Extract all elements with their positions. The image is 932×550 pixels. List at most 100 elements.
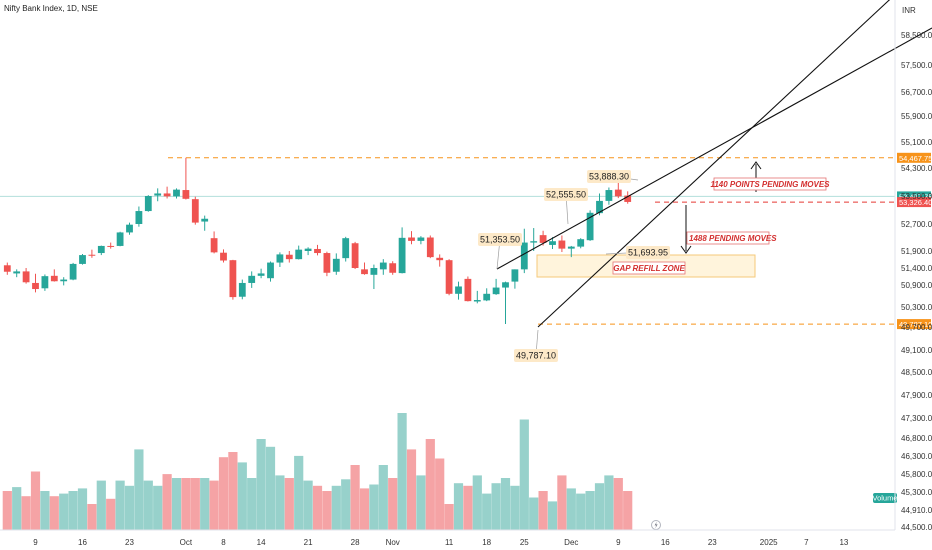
volume-bar [594,483,605,530]
candle-body [220,252,227,261]
volume-bar [209,480,219,530]
candle-body [624,195,632,202]
candle-body [596,200,603,214]
pending-down-box [686,231,770,245]
candle-body [126,224,133,233]
volume-bar [12,487,22,530]
volume-bar [444,504,454,530]
candle-body [3,265,11,272]
candle-body [614,189,622,197]
candle-body [163,193,171,197]
candle-body [567,246,575,249]
time-tick-label: 16 [661,538,670,547]
gap-zone-label: GAP REFILL ZONE [613,264,685,273]
candle-body [135,211,143,224]
volume-bar [359,488,370,530]
volume-layer: Volume [2,413,898,530]
candle-body [97,245,105,254]
volume-bar [519,419,529,530]
volume-bar [538,491,548,530]
candle-body [351,243,359,268]
volume-bar [40,491,50,530]
volume-bar [406,449,417,530]
volume-bar [237,462,247,530]
candle-body [182,190,190,199]
candle-body [361,269,368,275]
volume-bar [388,478,398,530]
price-level-tag [897,197,931,208]
price-tick-label: 44,500.00 [901,523,932,532]
callout-box [544,188,588,201]
time-axis[interactable]: 9 16 23 Oct 8 14 21 28 Nov 11 18 25 Dec 9 16 23 2025 7 13 [0,529,895,547]
price-tick-label: 51,400.00 [901,264,932,273]
price-tick-label: 57,500.00 [901,61,932,70]
candle-body [107,245,115,247]
time-tick-label: 28 [351,538,360,547]
candles-layer [3,157,632,324]
price-level-tag [897,191,931,202]
volume-bar [171,478,182,530]
volume-bar [115,480,125,530]
time-tick-label: Nov [386,538,400,547]
volume-bar [623,491,633,530]
candle-body [116,232,124,246]
volume-bar [2,491,12,530]
time-tick-label: 21 [304,538,313,547]
volume-bar [303,480,313,530]
candle-body [445,260,453,294]
time-tick-label: 7 [804,538,809,547]
candle-body [389,263,397,273]
pending-up-box [713,177,827,191]
volume-bar [181,478,191,530]
volume-label: Volume [872,494,897,503]
volume-bar [585,491,595,530]
lower-trendline [537,0,891,328]
candle-body [549,241,556,245]
time-tick-label: 23 [708,538,717,547]
volume-bar [77,488,88,530]
candle-body [379,262,387,270]
candle-body [144,196,152,212]
candle-body [248,275,256,283]
price-tick-label: 44,910.00 [901,506,932,515]
time-tick-label: 16 [78,538,87,547]
price-tick-label: 45,300.00 [901,488,932,497]
price-level-tag [897,152,931,163]
volume-bar [59,493,69,530]
volume-bar [369,484,379,530]
candle-body [79,255,86,264]
price-tick-label: 49,700.00 [901,323,932,332]
volume-bar [30,471,41,530]
candle-body [201,218,209,222]
volume-bar [557,475,567,530]
candle-body [586,212,594,241]
price-tick-label: 49,100.00 [901,346,932,355]
price-tick-label: 54,300.00 [901,164,932,173]
time-tick-label: Dec [564,538,578,547]
candle-body [577,239,585,247]
volume-bar [322,491,332,530]
price-level-label: 54,467.75 [899,154,932,163]
candle-body [426,237,434,258]
candle-body [455,286,462,294]
candle-body [41,276,49,289]
price-tick-label: 53,500.00 [901,192,932,201]
candle-body [370,268,378,275]
volume-bar [312,485,323,530]
price-axis[interactable]: 58,500.00 57,500.00 56,700.00 55,900.00 55,1… [894,0,932,532]
price-tick-label: 52,700.00 [901,220,932,229]
gap-refill-zone: GAP REFILL ZONE [536,254,756,278]
candle-body [502,282,509,288]
callout-label: 51,353.50 [480,235,520,245]
candle-body [285,254,293,260]
candle-body [558,240,566,249]
pending-up-arrow-head [750,161,762,170]
volume-bar [124,485,135,530]
candle-body [398,237,406,274]
candle-body [22,271,30,283]
time-tick-label: Oct [180,538,193,547]
candle-body [436,257,444,261]
price-tick-label: 46,800.00 [901,434,932,443]
